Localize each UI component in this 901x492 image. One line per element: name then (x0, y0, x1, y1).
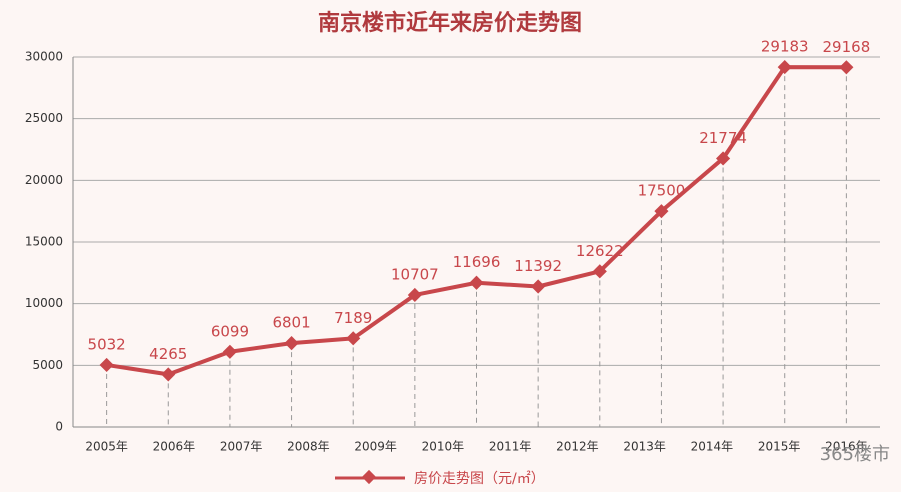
y-tick-label: 25000 (25, 111, 63, 125)
point (531, 279, 546, 294)
point (284, 336, 299, 351)
data-label: 12622 (576, 242, 624, 260)
data-label: 11392 (514, 257, 562, 275)
point (469, 275, 484, 290)
point (99, 357, 114, 373)
data-label: 7189 (334, 309, 372, 327)
data-label: 5032 (88, 335, 126, 353)
watermark: 365楼市 (820, 444, 890, 465)
point (839, 60, 854, 75)
y-tick-label: 15000 (25, 235, 63, 249)
y-tick-label: 10000 (25, 296, 63, 310)
x-tick-label: 2005年 (85, 440, 128, 454)
legend-label: 房价走势图（元/㎡） (414, 471, 545, 487)
x-tick-label: 2009年 (354, 440, 397, 454)
data-label: 11696 (453, 253, 501, 271)
x-tick-label: 2011年 (489, 440, 532, 454)
x-tick-label: 2012年 (556, 440, 599, 454)
data-label: 6099 (211, 322, 249, 340)
data-label: 21774 (699, 129, 747, 147)
point (222, 344, 237, 359)
data-label: 29168 (823, 38, 871, 56)
y-tick-label: 30000 (25, 50, 63, 64)
chart-title: 南京楼市近年来房价走势图 (318, 10, 582, 36)
data-label: 10707 (391, 265, 439, 283)
point (654, 204, 669, 219)
x-tick-label: 2008年 (287, 440, 330, 454)
point (346, 331, 361, 346)
data-label: 6801 (272, 314, 310, 332)
legend-marker (361, 469, 377, 485)
point (716, 151, 731, 166)
y-tick-label: 20000 (25, 173, 63, 187)
data-label: 29183 (761, 38, 809, 56)
x-tick-label: 2007年 (220, 440, 263, 454)
point (777, 60, 792, 75)
point (161, 367, 176, 382)
data-label: 17500 (638, 182, 686, 200)
point (407, 287, 422, 303)
y-tick-label: 5000 (32, 358, 63, 372)
x-tick-label: 2010年 (422, 440, 465, 454)
x-tick-label: 2006年 (153, 440, 196, 454)
x-tick-label: 2016年 (825, 440, 868, 454)
point (592, 264, 607, 279)
y-tick-label: 0 (55, 420, 63, 434)
x-tick-label: 2015年 (758, 440, 801, 454)
data-label: 4265 (149, 345, 187, 363)
x-tick-label: 2013年 (623, 440, 666, 454)
legend: 房价走势图（元/㎡） (335, 469, 545, 487)
x-tick-label: 2014年 (691, 440, 734, 454)
